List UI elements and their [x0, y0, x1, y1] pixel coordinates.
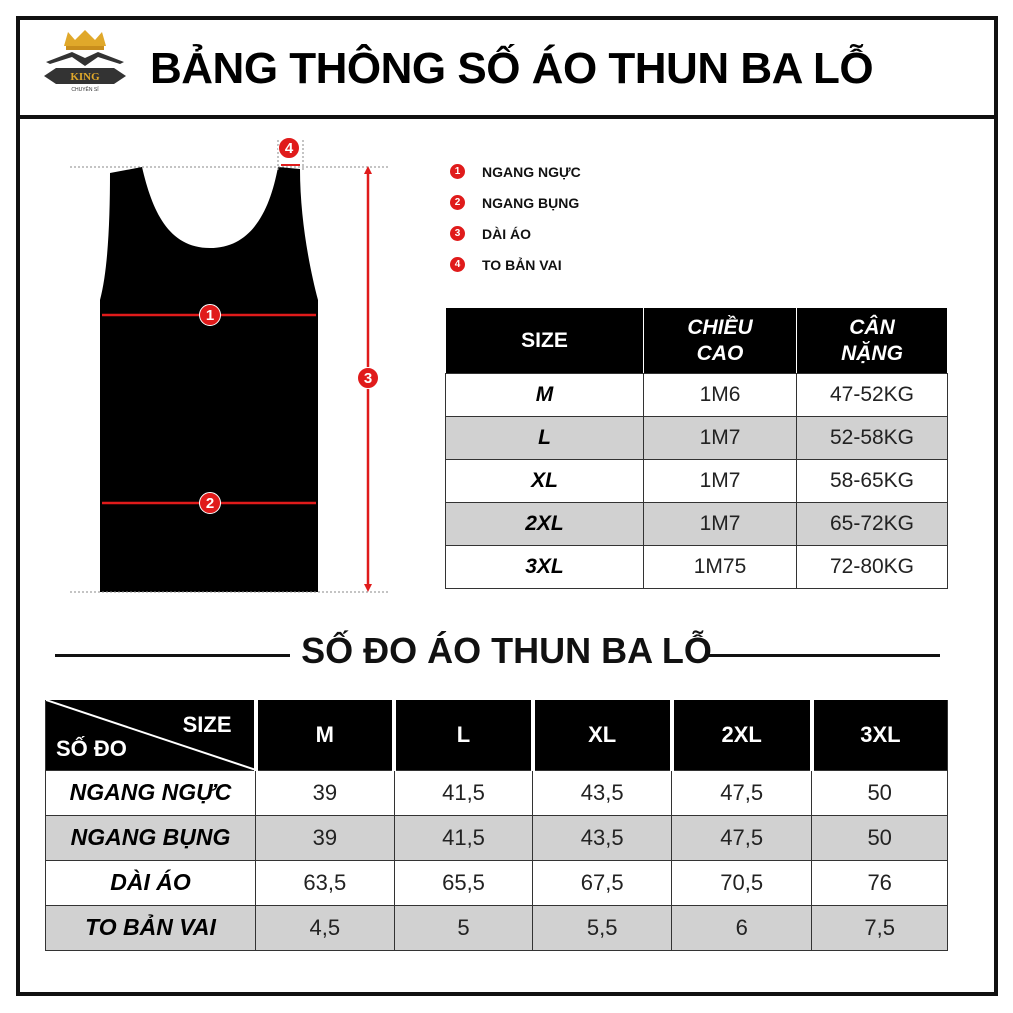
value-cell: 43,5	[532, 769, 673, 816]
table-row: M 1M6 47-52KG	[445, 373, 948, 417]
value-cell: 39	[255, 769, 395, 816]
frame	[16, 16, 998, 996]
value-cell: 1M75	[643, 545, 797, 589]
value-cell: 1M6	[643, 373, 797, 417]
corner-size-label: SIZE	[182, 712, 232, 737]
value-cell: 39	[255, 814, 395, 861]
number-badge-icon: 2	[450, 195, 465, 210]
size-cell: M	[445, 373, 644, 417]
value-cell: 43,5	[532, 814, 673, 861]
measurement-table: SIZE SỐ ĐO M L XL 2XL 3XL NGANG NGỰC 39 41…	[45, 700, 948, 951]
marker-2: 2	[199, 492, 221, 514]
header-cell: 3XL	[809, 700, 948, 771]
value-cell: 47,5	[671, 769, 813, 816]
tank-top-diagram	[70, 140, 390, 593]
section-title: SỐ ĐO ÁO THUN BA LỖ	[301, 630, 712, 671]
value-cell: 50	[811, 814, 948, 861]
value-cell: 70,5	[671, 859, 813, 906]
measure-label: NGANG NGỰC	[45, 769, 256, 816]
value-cell: 65-72KG	[796, 502, 948, 546]
value-cell: 4,5	[255, 904, 395, 951]
table-row: NGANG NGỰC 39 41,5 43,5 47,5 50	[45, 769, 948, 816]
number-badge-icon: 4	[450, 257, 465, 272]
table-row: TO BẢN VAI 4,5 5 5,5 6 7,5	[45, 904, 948, 951]
header-cell: M	[253, 700, 397, 771]
value-cell: 47,5	[671, 814, 813, 861]
legend-item: 2 NGANG BỤNG	[450, 187, 581, 218]
tank-top-shape	[100, 167, 318, 592]
diagonal-line	[46, 700, 256, 770]
header-cell: CHIỀU CAO	[643, 307, 797, 374]
value-cell: 1M7	[643, 502, 797, 546]
measure-label: TO BẢN VAI	[45, 904, 256, 951]
measure-label: DÀI ÁO	[45, 859, 256, 906]
page-title: BẢNG THÔNG SỐ ÁO THUN BA LỖ	[150, 44, 874, 93]
size-cell: 2XL	[445, 502, 644, 546]
legend-item: 4 TO BẢN VAI	[450, 249, 581, 280]
value-cell: 1M7	[643, 459, 797, 503]
legend-item: 3 DÀI ÁO	[450, 218, 581, 249]
value-cell: 50	[811, 769, 948, 816]
legend: 1 NGANG NGỰC 2 NGANG BỤNG 3 DÀI ÁO 4 TO BẢN …	[450, 156, 581, 280]
table-header-row: SIZE SỐ ĐO M L XL 2XL 3XL	[45, 700, 948, 771]
number-badge-icon: 1	[450, 164, 465, 179]
size-cell: XL	[445, 459, 644, 503]
table-row: 2XL 1M7 65-72KG	[445, 502, 948, 546]
divider-line	[55, 654, 290, 657]
legend-label: NGANG NGỰC	[482, 163, 581, 180]
value-cell: 65,5	[393, 859, 534, 906]
legend-label: DÀI ÁO	[482, 225, 531, 242]
value-cell: 41,5	[393, 769, 534, 816]
size-cell: 3XL	[445, 545, 644, 589]
marker-3: 3	[357, 367, 379, 389]
corner-measure-label: SỐ ĐO	[56, 735, 127, 761]
value-cell: 72-80KG	[796, 545, 948, 589]
header-cell: SIZE	[445, 307, 644, 374]
value-cell: 5	[393, 904, 534, 951]
value-cell: 47-52KG	[796, 373, 948, 417]
number-badge-icon: 3	[450, 226, 465, 241]
value-cell: 5,5	[532, 904, 673, 951]
table-row: DÀI ÁO 63,5 65,5 67,5 70,5 76	[45, 859, 948, 906]
header-divider	[16, 115, 998, 119]
header-cell: XL	[530, 700, 674, 771]
legend-item: 1 NGANG NGỰC	[450, 156, 581, 187]
value-cell: 76	[811, 859, 948, 906]
legend-label: NGANG BỤNG	[482, 194, 580, 211]
table-header-row: SIZE CHIỀU CAO CÂN NẶNG	[445, 307, 948, 374]
header-cell: CÂN NẶNG	[796, 307, 948, 374]
svg-text:KING: KING	[70, 71, 100, 83]
svg-text:CHUYÊN SỈ: CHUYÊN SỈ	[71, 85, 99, 93]
table-row: L 1M7 52-58KG	[445, 416, 948, 460]
king-logo: KING CHUYÊN SỈ	[44, 30, 126, 93]
table-row: XL 1M7 58-65KG	[445, 459, 948, 503]
table-row: 3XL 1M75 72-80KG	[445, 545, 948, 589]
marker-4: 4	[278, 137, 300, 159]
table-row: NGANG BỤNG 39 41,5 43,5 47,5 50	[45, 814, 948, 861]
divider-line	[705, 654, 940, 657]
marker-1: 1	[199, 304, 221, 326]
value-cell: 41,5	[393, 814, 534, 861]
legend-label: TO BẢN VAI	[482, 256, 562, 273]
measure-label: NGANG BỤNG	[45, 814, 256, 861]
value-cell: 7,5	[811, 904, 948, 951]
corner-cell: SIZE SỐ ĐO	[45, 700, 258, 771]
value-cell: 6	[671, 904, 813, 951]
size-table: SIZE CHIỀU CAO CÂN NẶNG M 1M6 47-52KG L 1M7 52-…	[445, 307, 948, 589]
value-cell: 63,5	[255, 859, 395, 906]
size-cell: L	[445, 416, 644, 460]
value-cell: 1M7	[643, 416, 797, 460]
header-cell: 2XL	[669, 700, 814, 771]
value-cell: 52-58KG	[796, 416, 948, 460]
header-cell: L	[392, 700, 535, 771]
value-cell: 58-65KG	[796, 459, 948, 503]
value-cell: 67,5	[532, 859, 673, 906]
